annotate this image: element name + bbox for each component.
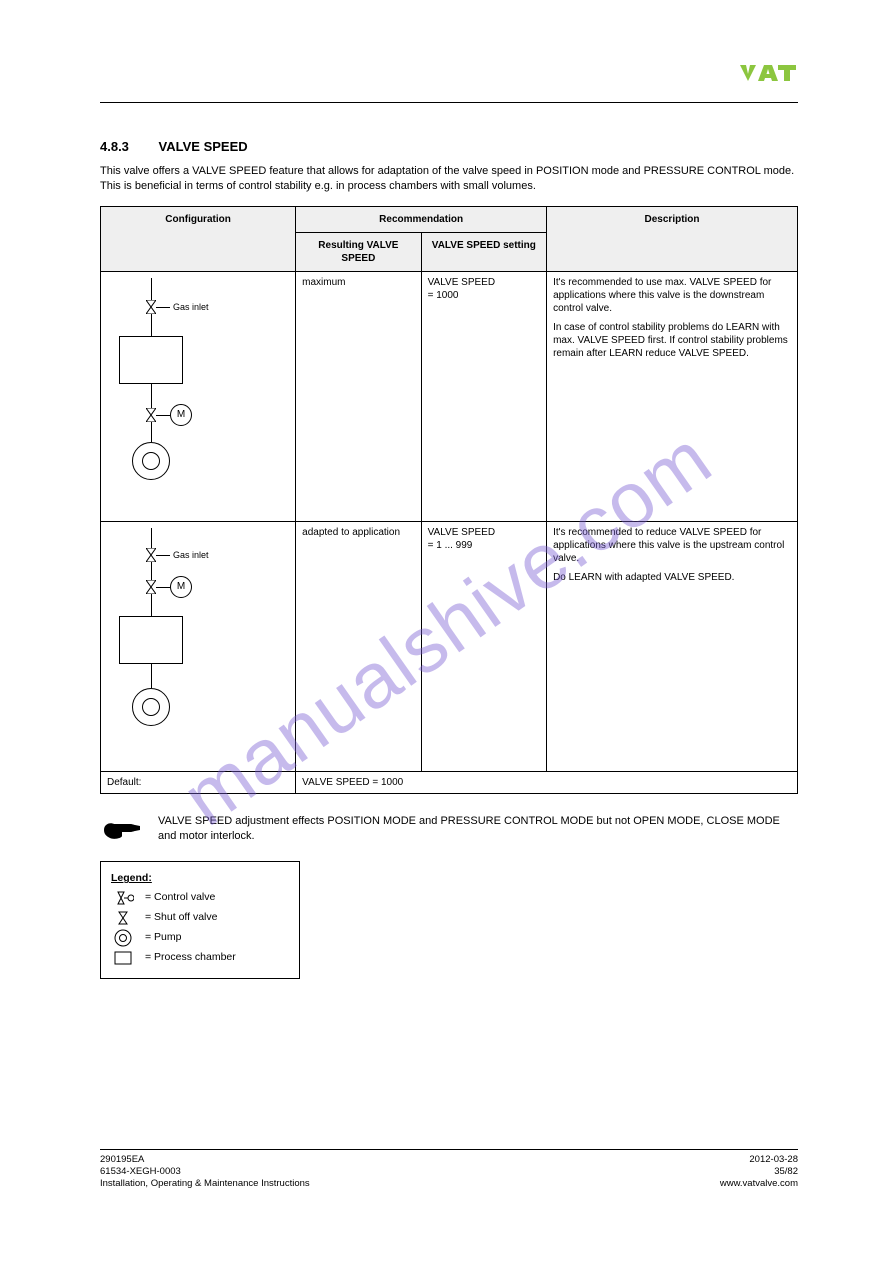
desc-text: It's recommended to use max. VALVE SPEED… [553,276,791,315]
description-cell: It's recommended to reduce VALVE SPEED f… [547,521,798,771]
page-footer: 290195EA 2012-03-28 61534-XEGH-0003 35/8… [100,1149,798,1189]
gas-inlet-label: Gas inlet [173,302,209,314]
note-text: VALVE SPEED adjustment effects POSITION … [158,814,798,844]
legend-label: = Pump [145,929,181,947]
header-rule [100,102,798,103]
resulting-speed: maximum [296,271,421,521]
speed-setting: VALVE SPEED = 1000 [421,271,546,521]
table-default-row: Default: VALVE SPEED = 1000 [101,771,798,793]
legend-title: Legend: [111,870,289,888]
chamber-icon [111,948,135,968]
vat-logo [738,62,798,84]
default-label: Default: [101,771,296,793]
setting-key: VALVE SPEED [428,526,540,539]
pump-icon [132,688,170,726]
footer-page-count: 35/82 [774,1166,798,1177]
footer-doc-rev: 290195EA [100,1154,144,1165]
valve-speed-table: Configuration Recommendation Description… [100,206,798,794]
control-valve-icon [111,888,135,908]
speed-setting: VALVE SPEED = 1 ... 999 [421,521,546,771]
setting-value: = 1000 [428,289,540,302]
config-schematic-upstream: Gas inlet M [101,521,296,771]
legend-label: = Control valve [145,889,215,907]
setting-key: VALVE SPEED [428,276,540,289]
motor-m-icon: M [170,576,192,598]
legend-box: Legend: = Control valve = Shut off valve… [100,861,300,979]
footer-title: Installation, Operating & Maintenance In… [100,1178,310,1189]
pump-icon [111,928,135,948]
legend-label: = Shut off valve [145,909,217,927]
pointing-hand-icon [100,814,144,842]
section-number: 4.8.3 [100,139,129,154]
config-schematic-downstream: Gas inlet M [101,271,296,521]
intro-paragraph: This valve offers a VALVE SPEED feature … [100,164,798,194]
footer-part-number: 61534-XEGH-0003 [100,1166,181,1177]
chamber-icon [119,336,183,384]
legend-label: = Process chamber [145,949,236,967]
resulting-speed: adapted to application [296,521,421,771]
desc-text: In case of control stability problems do… [553,321,791,360]
section-heading: 4.8.3 VALVE SPEED [100,139,798,154]
th-configuration: Configuration [101,206,296,271]
th-resulting: Resulting VALVE SPEED [296,232,421,271]
setting-value: = 1 ... 999 [428,539,540,552]
th-description: Description [547,206,798,271]
shutoff-valve-icon [111,908,135,928]
footer-date: 2012-03-28 [749,1154,798,1165]
desc-text: Do LEARN with adapted VALVE SPEED. [553,571,791,584]
th-recommendation: Recommendation [296,206,547,232]
gas-inlet-label: Gas inlet [173,550,209,562]
motor-m-icon: M [170,404,192,426]
default-value: VALVE SPEED = 1000 [296,771,798,793]
table-row: Gas inlet M adapted to application [101,521,798,771]
table-row: Gas inlet M maximum [101,271,798,521]
footer-url: www.vatvalve.com [720,1178,798,1189]
chamber-icon [119,616,183,664]
desc-text: It's recommended to reduce VALVE SPEED f… [553,526,791,565]
section-title: VALVE SPEED [159,139,248,154]
th-setting: VALVE SPEED setting [421,232,546,271]
pump-icon [132,442,170,480]
description-cell: It's recommended to use max. VALVE SPEED… [547,271,798,521]
